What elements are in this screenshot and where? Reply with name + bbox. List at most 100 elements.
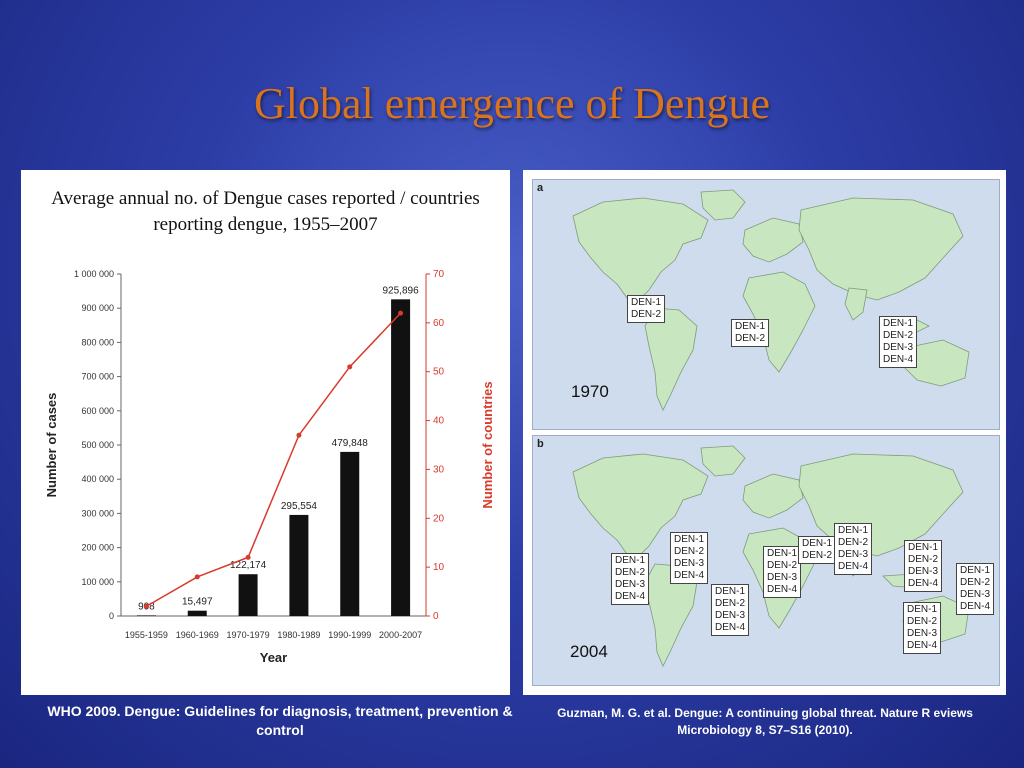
serotype-label: DEN-2 xyxy=(735,333,766,344)
chart-panel: Average annual no. of Dengue cases repor… xyxy=(21,170,510,695)
serotype-label: DEN-2 xyxy=(907,616,938,627)
serotype-label-box: DEN-1 DEN-2 xyxy=(731,319,770,347)
serotype-label: DEN-1 xyxy=(767,548,798,559)
serotype-label-box: DEN-1 DEN-2 DEN-3 DEN-4 xyxy=(834,523,873,575)
x-tick-label: 2000-2007 xyxy=(379,630,422,640)
countries-point xyxy=(347,364,353,370)
land-north-america xyxy=(572,197,709,303)
serotype-label-box: DEN-1 DEN-2 DEN-3 DEN-4 xyxy=(904,540,943,592)
serotype-label: DEN-4 xyxy=(674,570,705,581)
bar xyxy=(289,514,309,616)
serotype-label-box: DEN-1 DEN-2 DEN-3 DEN-4 xyxy=(611,553,650,605)
chart-caption: Average annual no. of Dengue cases repor… xyxy=(51,188,480,235)
countries-point xyxy=(296,432,302,438)
y2-tick-label: 0 xyxy=(433,611,439,622)
map-a-letter: a xyxy=(537,182,544,194)
y-tick-label: 500 000 xyxy=(81,440,114,450)
serotype-label: DEN-2 xyxy=(615,567,646,578)
world-map-2004: b 2004 DEN-1 DEN-2 DEN-3 DEN-4 DEN-1 DEN-2 DEN… xyxy=(532,435,1000,686)
land-asia xyxy=(798,197,964,301)
serotype-label: DEN-1 xyxy=(631,297,662,308)
serotype-label: DEN-3 xyxy=(767,572,798,583)
serotype-label: DEN-2 xyxy=(715,598,746,609)
serotype-label-box: DEN-1 DEN-2 DEN-3 DEN-4 xyxy=(956,563,995,615)
land-europe xyxy=(742,473,804,519)
bar xyxy=(340,451,360,616)
map-panel: a 1970 DEN-1 DEN-2 DEN-1 DEN-2 DEN-1 DEN-2 DEN… xyxy=(523,170,1006,695)
serotype-label: DEN-4 xyxy=(960,601,991,612)
serotype-label: DEN-2 xyxy=(767,560,798,571)
serotype-label: DEN-1 xyxy=(674,534,705,545)
world-map-1970-land xyxy=(572,189,970,411)
x-tick-label: 1980-1989 xyxy=(277,630,320,640)
serotype-label: DEN-1 xyxy=(838,525,869,536)
bar xyxy=(238,574,258,616)
y-tick-label: 0 xyxy=(109,611,114,621)
countries-point xyxy=(143,603,149,609)
map-b-letter: b xyxy=(537,438,544,450)
y2-tick-label: 40 xyxy=(433,416,445,427)
y-tick-label: 100 000 xyxy=(81,577,114,587)
land-north-america xyxy=(572,453,709,559)
y-tick-label: 700 000 xyxy=(81,372,114,382)
serotype-label: DEN-1 xyxy=(883,318,914,329)
bar-value-label: 479,848 xyxy=(332,438,369,449)
land-greenland xyxy=(700,189,746,221)
x-axis-title: Year xyxy=(260,650,287,665)
land-greenland xyxy=(700,445,746,477)
x-tick-label: 1970-1979 xyxy=(227,630,270,640)
serotype-label: DEN-4 xyxy=(715,622,746,633)
serotype-label: DEN-1 xyxy=(908,542,939,553)
serotype-label-box: DEN-1 DEN-2 DEN-3 DEN-4 xyxy=(903,602,942,654)
land-europe xyxy=(742,217,804,263)
serotype-label: DEN-1 xyxy=(960,565,991,576)
y2-tick-label: 30 xyxy=(433,464,445,475)
serotype-label-box: DEN-1 DEN-2 DEN-3 DEN-4 xyxy=(879,316,918,368)
serotype-label: DEN-3 xyxy=(838,549,869,560)
bar-value-label: 295,554 xyxy=(281,501,318,512)
y-tick-label: 200 000 xyxy=(81,543,114,553)
serotype-label: DEN-1 xyxy=(735,321,766,332)
bar xyxy=(136,615,156,616)
countries-line xyxy=(146,312,402,607)
serotype-label-box: DEN-1 DEN-2 xyxy=(627,295,666,323)
land-india xyxy=(844,287,868,321)
y-tick-label: 400 000 xyxy=(81,474,114,484)
bar-value-label: 122,174 xyxy=(230,560,267,571)
serotype-label: DEN-3 xyxy=(907,628,938,639)
slide-title: Global emergence of Dengue xyxy=(254,79,770,128)
serotype-label: DEN-2 xyxy=(838,537,869,548)
serotype-label: DEN-2 xyxy=(674,546,705,557)
y2-tick-label: 60 xyxy=(433,318,445,329)
serotype-label: DEN-4 xyxy=(767,584,798,595)
land-africa xyxy=(742,271,816,373)
map-b-year: 2004 xyxy=(570,642,608,661)
serotype-label: DEN-3 xyxy=(908,566,939,577)
dengue-cases-chart: 0 100 000 200 000 300 000 400 000 500 000 600 … xyxy=(44,269,495,665)
serotype-label: DEN-1 xyxy=(715,586,746,597)
y2-axis-title: Number of countries xyxy=(480,381,495,508)
bar xyxy=(391,299,411,616)
bar-value-label: 925,896 xyxy=(383,285,420,296)
serotype-label: DEN-2 xyxy=(883,330,914,341)
y2-tick-label: 10 xyxy=(433,562,445,573)
serotype-label: DEN-3 xyxy=(883,342,914,353)
serotype-label-box: DEN-1 DEN-2 xyxy=(798,536,837,564)
y-axis-title: Number of cases xyxy=(44,393,59,498)
serotype-label: DEN-1 xyxy=(907,604,938,615)
serotype-label: DEN-4 xyxy=(883,354,914,365)
y2-tick-label: 70 xyxy=(433,269,445,280)
y2-tick-label: 20 xyxy=(433,513,445,524)
countries-point xyxy=(245,554,251,560)
countries-point xyxy=(194,574,200,580)
serotype-label: DEN-2 xyxy=(631,309,662,320)
serotype-label: DEN-1 xyxy=(615,555,646,566)
serotype-label: DEN-4 xyxy=(907,640,938,651)
countries-point xyxy=(398,310,404,316)
serotype-label: DEN-3 xyxy=(715,610,746,621)
serotype-label: DEN-3 xyxy=(615,579,646,590)
footnote-guzman: Guzman, M. G. et al. Dengue: A continuin… xyxy=(557,706,973,737)
y-tick-label: 1 000 000 xyxy=(74,269,114,279)
serotype-label: DEN-4 xyxy=(908,578,939,589)
bar xyxy=(187,610,207,616)
